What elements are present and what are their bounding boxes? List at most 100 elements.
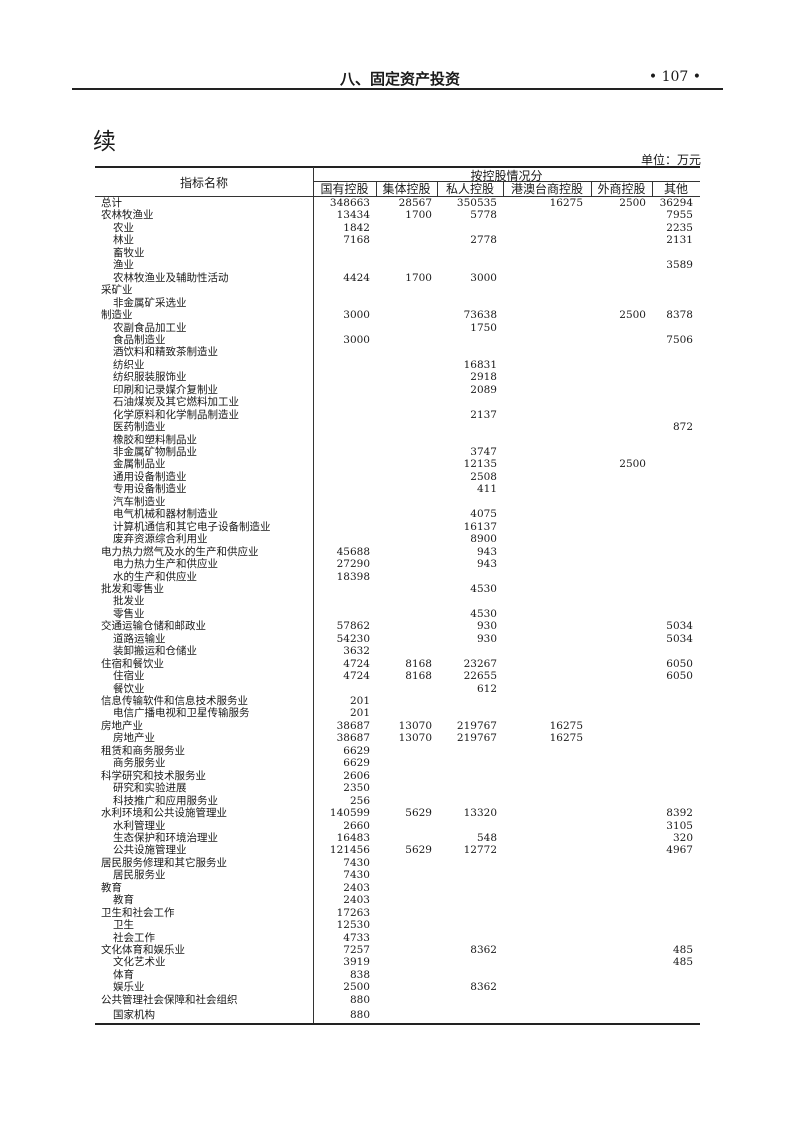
row-label: 非金属矿物制品业 bbox=[113, 446, 197, 458]
table-column-divider bbox=[313, 167, 314, 1024]
table-row: 居民服务修理和其它服务业 7430 bbox=[95, 857, 700, 869]
cell-value: 1842 bbox=[343, 221, 370, 234]
row-label: 国家机构 bbox=[113, 1009, 155, 1022]
cell-value: 1750 bbox=[470, 321, 497, 334]
cell-value: 1700 bbox=[405, 271, 432, 284]
cell-value: 13070 bbox=[398, 719, 432, 732]
cell-value: 4530 bbox=[470, 582, 497, 595]
cell-value: 16137 bbox=[463, 520, 497, 533]
cell-value: 8168 bbox=[405, 670, 432, 683]
row-label: 文化体育和娱乐业 bbox=[101, 944, 185, 956]
table-row: 电气机械和器材制造业 4075 bbox=[95, 508, 700, 520]
cell-value: 838 bbox=[349, 968, 370, 981]
table-row: 商务服务业 6629 bbox=[95, 757, 700, 769]
table-row: 教育 2403 bbox=[95, 894, 700, 906]
row-label: 农林牧渔业 bbox=[101, 209, 154, 222]
row-label: 批发业 bbox=[113, 595, 145, 608]
row-label: 非金属矿采选业 bbox=[113, 296, 187, 309]
column-header: 国有控股 bbox=[320, 182, 369, 196]
row-label: 总计 bbox=[101, 197, 122, 209]
row-label: 电气机械和器材制造业 bbox=[113, 508, 218, 521]
table-row: 国家机构 880 bbox=[95, 1009, 700, 1021]
cell-value: 943 bbox=[476, 545, 497, 558]
cell-value: 930 bbox=[476, 620, 497, 633]
row-label: 水利环境和公共设施管理业 bbox=[101, 807, 227, 820]
table-row: 非金属矿采选业 bbox=[95, 297, 700, 309]
row-label: 教育 bbox=[113, 894, 134, 907]
table-bottom-rule bbox=[95, 1023, 700, 1025]
cell-value: 2918 bbox=[470, 371, 497, 384]
cell-value: 548 bbox=[476, 831, 497, 844]
row-label: 制造业 bbox=[101, 309, 133, 322]
table-row: 石油煤炭及其它燃料加工业 bbox=[95, 396, 700, 408]
row-label: 生态保护和环境治理业 bbox=[113, 831, 218, 844]
row-label: 交通运输仓储和邮政业 bbox=[101, 620, 206, 633]
cell-value: 8362 bbox=[470, 944, 497, 956]
indicator-name-header: 指标名称 bbox=[179, 176, 228, 190]
cell-value: 121456 bbox=[329, 844, 370, 857]
table-row: 专用设备制造业 411 bbox=[95, 483, 700, 495]
table-row: 体育 838 bbox=[95, 969, 700, 981]
cell-value: 201 bbox=[349, 695, 370, 707]
column-header: 其他 bbox=[663, 182, 688, 196]
table-row: 农林牧渔业及辅助性活动 4424 1700 3000 bbox=[95, 272, 700, 284]
row-label: 采矿业 bbox=[101, 284, 133, 297]
table-row: 畜牧业 bbox=[95, 247, 700, 259]
row-label: 研究和实验进展 bbox=[113, 782, 187, 795]
table-row: 酒饮料和精致茶制造业 bbox=[95, 346, 700, 358]
row-label: 林业 bbox=[113, 234, 134, 247]
page-number: • 107 • bbox=[648, 69, 701, 85]
cell-value: 57862 bbox=[336, 620, 370, 633]
table-row: 研究和实验进展 2350 bbox=[95, 782, 700, 794]
row-label: 居民服务业 bbox=[113, 869, 166, 882]
row-label: 金属制品业 bbox=[113, 458, 166, 471]
table-row: 渔业 3589 bbox=[95, 259, 700, 271]
cell-value: 16275 bbox=[549, 732, 583, 745]
cell-value: 6629 bbox=[343, 744, 370, 757]
cell-value: 6050 bbox=[666, 657, 693, 670]
cell-value: 2350 bbox=[343, 782, 370, 795]
table-row: 住宿和餐饮业 4724 8168 23267 6050 bbox=[95, 658, 700, 670]
table-row: 房地产业 38687 13070 219767 16275 bbox=[95, 720, 700, 732]
table-row: 装卸搬运和仓储业 3632 bbox=[95, 645, 700, 657]
row-label: 渔业 bbox=[113, 259, 134, 272]
cell-value: 219767 bbox=[456, 719, 497, 732]
column-header: 私人控股 bbox=[445, 182, 494, 196]
table-row: 纺织业 16831 bbox=[95, 359, 700, 371]
cell-value: 13320 bbox=[463, 807, 497, 820]
row-label: 废弃资源综合利用业 bbox=[113, 533, 208, 546]
table-row: 卫生和社会工作 17263 bbox=[95, 907, 700, 919]
cell-value: 7168 bbox=[343, 234, 370, 247]
cell-value: 348663 bbox=[329, 197, 370, 209]
row-label: 酒饮料和精致茶制造业 bbox=[113, 346, 218, 359]
cell-value: 3747 bbox=[470, 446, 497, 458]
table-row: 金属制品业 12135 2500 bbox=[95, 458, 700, 470]
row-label: 纺织业 bbox=[113, 358, 145, 371]
table-row: 农业 1842 2235 bbox=[95, 222, 700, 234]
row-label: 橡胶和塑料制品业 bbox=[113, 433, 197, 446]
cell-value: 5034 bbox=[666, 620, 693, 633]
table-row: 房地产业 38687 13070 219767 16275 bbox=[95, 732, 700, 744]
cell-value: 2500 bbox=[619, 197, 646, 209]
cell-value: 7506 bbox=[666, 333, 693, 346]
table-row: 文化体育和娱乐业 7257 8362 485 bbox=[95, 944, 700, 956]
column-header: 港澳台商控股 bbox=[510, 182, 583, 196]
running-title: 八、固定资产投资 bbox=[339, 70, 460, 88]
cell-value: 13434 bbox=[336, 209, 370, 222]
cell-value: 3632 bbox=[343, 645, 370, 658]
cell-value: 4733 bbox=[343, 931, 370, 944]
table-row: 租赁和商务服务业 6629 bbox=[95, 745, 700, 757]
cell-value: 13070 bbox=[398, 732, 432, 745]
table-row: 制造业 3000 73638 2500 8378 bbox=[95, 309, 700, 321]
cell-value: 8392 bbox=[666, 807, 693, 820]
cell-value: 2403 bbox=[343, 894, 370, 907]
cell-value: 880 bbox=[349, 993, 370, 1006]
row-label: 科技推广和应用服务业 bbox=[113, 794, 218, 807]
cell-value: 4967 bbox=[666, 844, 693, 857]
cell-value: 5629 bbox=[405, 844, 432, 857]
cell-value: 872 bbox=[672, 421, 693, 434]
row-label: 房地产业 bbox=[101, 719, 143, 732]
cell-value: 3000 bbox=[470, 271, 497, 284]
cell-value: 12530 bbox=[336, 919, 370, 932]
cell-value: 4530 bbox=[470, 607, 497, 620]
